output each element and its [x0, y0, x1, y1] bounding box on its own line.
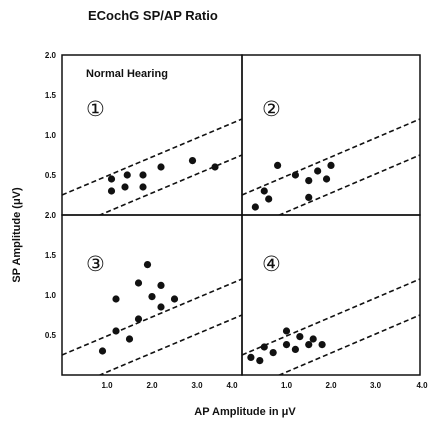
- panel-3-point-8: [148, 293, 156, 301]
- panel-1-number: ①: [86, 97, 105, 121]
- panel-3-point-4: [125, 335, 134, 343]
- panel-3-point-9: [157, 303, 165, 311]
- panel-1-point-6: [139, 171, 147, 179]
- panel-2-point-7: [305, 177, 313, 185]
- panel-2-point-6: [305, 193, 313, 201]
- y-tick-label: 1.0: [45, 291, 57, 300]
- panel-4-point-4: [269, 349, 277, 357]
- panel-2-point-9: [322, 175, 331, 183]
- x-tick-label: 1.0: [281, 381, 293, 390]
- panel-4-point-3: [260, 343, 268, 351]
- panel-4-point-10: [309, 335, 317, 343]
- panel-3-number: ③: [86, 252, 105, 276]
- panel-3-point-11: [170, 295, 179, 303]
- panel-3-ref-line-1: [62, 278, 242, 356]
- panel-1-plot: [62, 118, 242, 215]
- panel-4-point-6: [282, 327, 291, 335]
- panel-1-point-2: [107, 175, 116, 183]
- panel-2-point-8: [314, 167, 322, 175]
- panel-2-point-1: [251, 203, 259, 211]
- panel-1-point-3: [121, 183, 129, 191]
- panel-4-point-9: [305, 341, 313, 349]
- y-tick-label: 1.0: [45, 131, 57, 140]
- panel-2-point-3: [265, 195, 273, 203]
- panel-4-point-5: [282, 341, 291, 349]
- x-tick-label: 3.0: [370, 381, 382, 390]
- panel-2-number: ②: [262, 97, 281, 121]
- x-tick-label: 4.0: [416, 381, 428, 390]
- axis-ticks: 0.5 1.0 1.5 2.0 0.5 1.0 1.5 2.0 1.0 2.0 3.0 4.0 1.0 2…: [45, 51, 428, 390]
- panel-4-point-2: [256, 357, 264, 365]
- x-tick-label: 4.0: [226, 381, 238, 390]
- panel-1-point-8: [188, 157, 197, 165]
- panel-1-ref-line-1: [62, 118, 242, 196]
- panel-2-point-2: [260, 187, 268, 195]
- y-tick-label: 0.5: [45, 331, 57, 340]
- panel-4-point-11: [318, 341, 326, 349]
- x-tick-label: 1.0: [101, 381, 113, 390]
- panel-1-point-7: [157, 163, 165, 171]
- panel-3-point-3: [112, 327, 120, 335]
- panel-4-number: ④: [262, 252, 281, 276]
- panel-4-plot: [242, 278, 420, 375]
- y-tick-label: 1.5: [45, 91, 57, 100]
- panel-3-point-7: [143, 261, 152, 269]
- panel-3-point-2: [112, 295, 120, 303]
- x-tick-label: 3.0: [191, 381, 203, 390]
- panel-4-ref-line-2: [277, 314, 420, 375]
- panel-3-ref-line-2: [97, 314, 242, 375]
- panel-2-ref-line-1: [242, 118, 420, 196]
- panel-4-point-8: [296, 333, 304, 341]
- y-tick-label: 2.0: [45, 211, 57, 220]
- panel-1-label: Normal Hearing: [86, 68, 168, 80]
- x-tick-label: 2.0: [146, 381, 158, 390]
- panel-2-plot: [242, 118, 420, 215]
- panel-2-frame: [241, 54, 421, 216]
- panel-3-point-5: [134, 315, 143, 323]
- panel-2-ref-line-2: [277, 154, 420, 215]
- panel-3-point-1: [98, 347, 107, 355]
- panel-1-point-5: [139, 183, 147, 191]
- panel-4-ref-line-1: [242, 278, 420, 356]
- y-tick-label: 2.0: [45, 51, 57, 60]
- x-axis-label: AP Amplitude in μV: [194, 406, 296, 418]
- y-tick-label: 1.5: [45, 251, 57, 260]
- chart-marks: ① Normal Hearing ② ③ ④: [62, 68, 420, 375]
- y-axis-label: SP Amplitude (μV): [11, 187, 23, 283]
- panel-1-point-4: [123, 171, 131, 179]
- panel-1-point-1: [107, 187, 116, 195]
- panel-3-plot: [62, 261, 242, 375]
- panel-3-point-6: [134, 279, 143, 287]
- chart-title: ECochG SP/AP Ratio: [88, 8, 218, 23]
- x-tick-label: 2.0: [325, 381, 337, 390]
- panel-2-point-4: [274, 161, 282, 169]
- panel-4-point-7: [291, 345, 299, 353]
- panel-3-point-10: [157, 281, 165, 289]
- y-tick-label: 0.5: [45, 171, 57, 180]
- panel-4-point-1: [247, 353, 255, 361]
- panel-4-frame: [241, 214, 421, 376]
- panel-2-point-5: [291, 171, 299, 179]
- panel-2-point-10: [327, 161, 335, 169]
- panel-1-point-9: [211, 163, 219, 171]
